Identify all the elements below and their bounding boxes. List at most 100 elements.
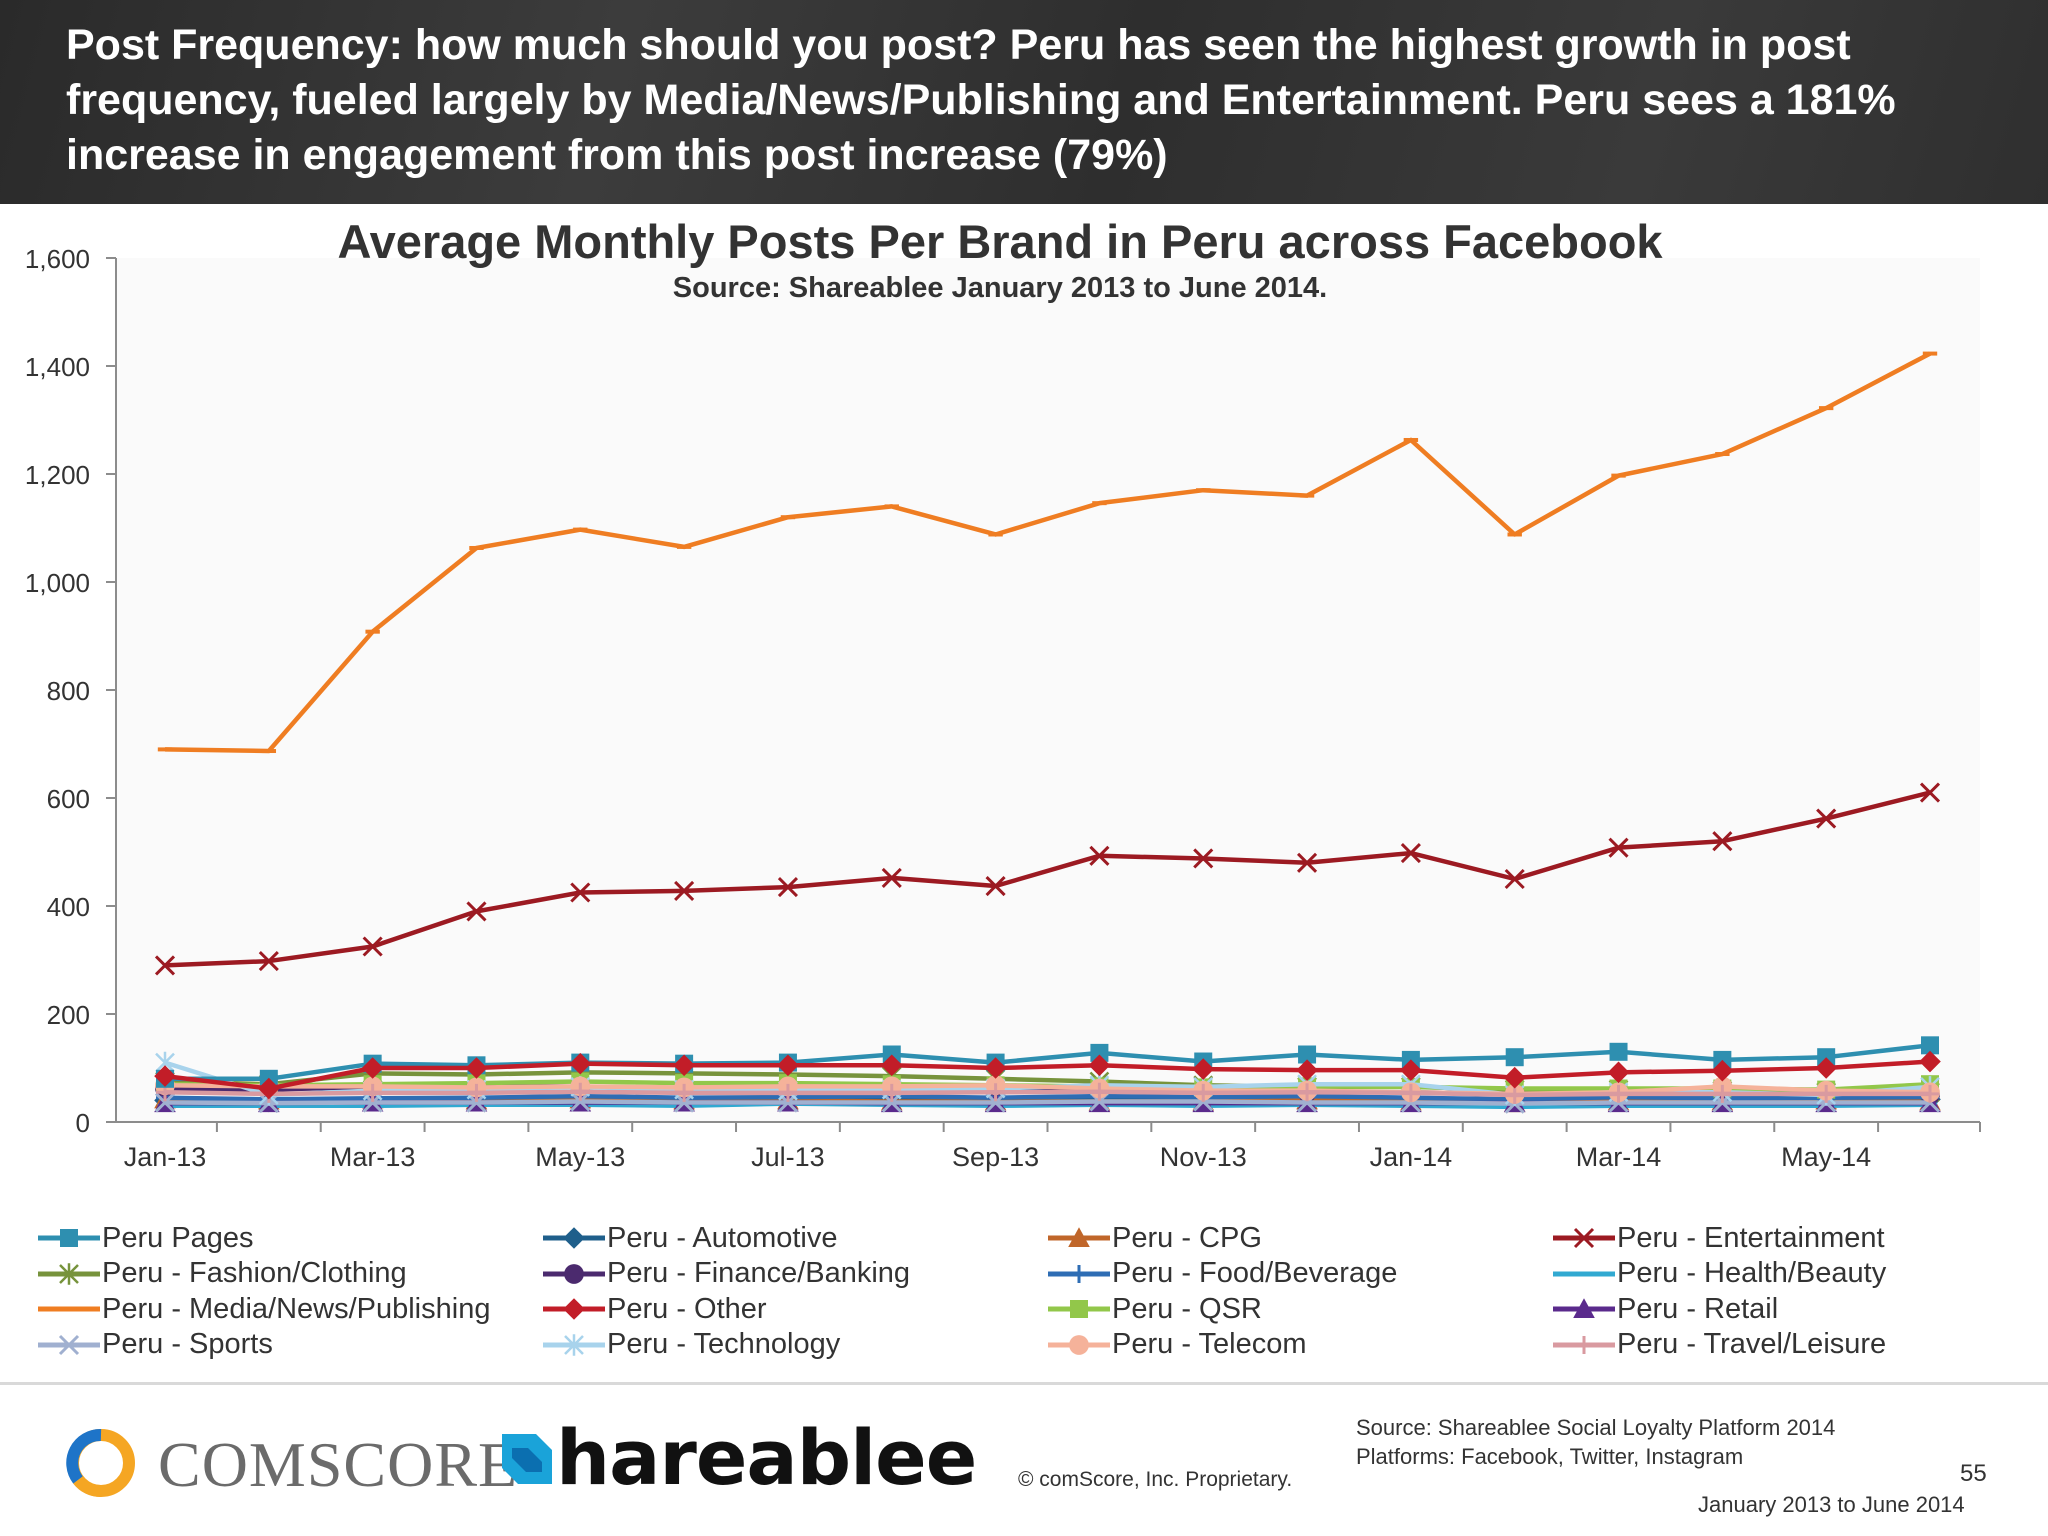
data-point — [1921, 1084, 1939, 1103]
legend-item: Peru - Travel/Leisure — [1553, 1327, 1886, 1363]
data-point — [1503, 1066, 1526, 1089]
data-point — [675, 1083, 694, 1102]
data-point — [1088, 1054, 1111, 1077]
x-tick-label: Nov-13 — [1160, 1142, 1247, 1172]
data-point — [1298, 1045, 1317, 1064]
data-point — [466, 901, 487, 922]
data-point — [1919, 1050, 1941, 1073]
data-point — [1089, 845, 1110, 866]
series-line-peru-media-news-publishing — [157, 351, 1938, 754]
legend-item: Peru - Telecom — [1048, 1327, 1307, 1363]
series-path — [165, 1043, 1931, 1082]
plot-area — [116, 258, 1980, 1122]
data-point — [361, 1057, 384, 1079]
y-tick-label: 1,400 — [25, 352, 90, 382]
page-number: 55 — [1960, 1460, 1987, 1487]
footer-divider — [0, 1382, 2048, 1385]
x-tick-label: Mar-14 — [1576, 1142, 1662, 1172]
data-point — [571, 1082, 590, 1101]
data-point — [777, 1054, 799, 1077]
data-point — [1817, 1084, 1836, 1103]
data-point — [1401, 1083, 1420, 1102]
legend-item: Peru Pages — [38, 1220, 254, 1256]
legend-label: Peru - QSR — [1112, 1292, 1262, 1325]
x-tick-label: May-13 — [535, 1142, 625, 1172]
data-point — [569, 1052, 592, 1075]
data-point — [1817, 1048, 1836, 1067]
legend-item: Peru - Fashion/Clothing — [38, 1256, 407, 1292]
legend-swatch-icon — [1048, 1227, 1110, 1247]
legend-swatch-icon — [543, 1333, 605, 1356]
legend-swatch-icon — [38, 1229, 100, 1247]
chart-title: Average Monthly Posts Per Brand in Peru … — [337, 215, 1663, 268]
data-point — [570, 1091, 591, 1112]
shareablee-logo-text: hareablee — [556, 1413, 977, 1502]
chart-subtitle: Source: Shareablee January 2013 to June … — [672, 272, 1328, 304]
legend-swatch-icon — [1553, 1271, 1615, 1276]
legend-item: Peru - Technology — [543, 1327, 840, 1363]
y-tick-label: 1,000 — [25, 568, 90, 598]
data-point — [1505, 1048, 1524, 1067]
x-tick-label: Jul-13 — [751, 1142, 825, 1172]
line-chart: 0 200 400 600 800 1,000 1,200 1,400 1,600 Jan-13 M… — [25, 244, 1981, 1172]
legend-label: Peru - Finance/Banking — [607, 1257, 911, 1289]
data-point — [362, 936, 383, 957]
legend-label: Peru - Technology — [607, 1328, 841, 1360]
data-point — [986, 1083, 1005, 1102]
legend-label: Peru - Food/Beverage — [1112, 1257, 1398, 1289]
x-tick-label: May-14 — [1781, 1142, 1871, 1172]
comscore-logo-icon — [66, 1429, 135, 1497]
legend-label: Peru - CPG — [1112, 1221, 1262, 1254]
legend-swatch-icon — [1553, 1298, 1615, 1318]
slide-title: Post Frequency: how much should you post… — [66, 21, 1896, 179]
series-path — [164, 1083, 1931, 1097]
data-point — [778, 1083, 797, 1102]
legend-item: Peru - Sports — [38, 1327, 273, 1363]
legend-swatch-icon — [1048, 1300, 1110, 1318]
footer — [0, 1385, 2048, 1536]
data-point — [154, 1092, 176, 1113]
series-path — [164, 351, 1932, 754]
x-tick-label: Jan-14 — [1370, 1142, 1453, 1172]
data-point — [985, 1092, 1006, 1113]
legend-item: Peru - QSR — [1048, 1291, 1262, 1327]
data-point — [882, 1083, 901, 1102]
data-point — [1921, 1036, 1939, 1055]
copyright-text: © comScore, Inc. Proprietary. — [1018, 1468, 1293, 1491]
y-tick-label: 1,200 — [25, 460, 90, 490]
legend-swatch-icon — [543, 1298, 605, 1320]
data-point — [1296, 852, 1318, 873]
x-tick-label: Jan-13 — [124, 1142, 207, 1172]
legend-item: Peru - Media/News/Publishing — [38, 1291, 490, 1327]
data-point — [1816, 808, 1837, 829]
legend-item: Peru - Finance/Banking — [543, 1256, 910, 1292]
data-point — [1194, 1083, 1213, 1102]
data-point — [1919, 782, 1941, 803]
legend-label: Peru - Sports — [102, 1328, 273, 1360]
data-point — [1192, 1058, 1215, 1080]
data-point — [1608, 837, 1629, 858]
data-point — [465, 1057, 488, 1079]
legend-label: Peru - Health/Beauty — [1617, 1257, 1887, 1289]
header-band: Post Frequency: how much should you post… — [0, 0, 2048, 204]
x-tick-label: Sep-13 — [952, 1142, 1039, 1172]
shareablee-logo-icon — [502, 1434, 552, 1484]
data-point — [1193, 848, 1214, 869]
legend-swatch-icon — [38, 1306, 100, 1312]
legend-label: Peru - Telecom — [1112, 1328, 1307, 1360]
data-point — [1609, 1042, 1628, 1061]
legend-label: Peru - Other — [607, 1292, 767, 1325]
legend-item: Peru - CPG — [1048, 1220, 1262, 1256]
series-line-peru-entertainment — [154, 782, 1941, 976]
legend-swatch-icon — [543, 1263, 605, 1284]
data-point — [258, 951, 279, 972]
data-point — [1296, 1059, 1318, 1081]
y-tick-label: 800 — [47, 676, 90, 706]
legend-label: Peru - Fashion/Clothing — [102, 1257, 407, 1289]
legend-swatch-icon — [1553, 1335, 1615, 1354]
legend-item: Peru - Retail — [1553, 1291, 1778, 1327]
legend-swatch-icon — [1048, 1264, 1110, 1283]
series-path — [164, 1093, 1931, 1102]
series-line-peru-other — [154, 1050, 1941, 1100]
data-point — [1504, 868, 1525, 890]
